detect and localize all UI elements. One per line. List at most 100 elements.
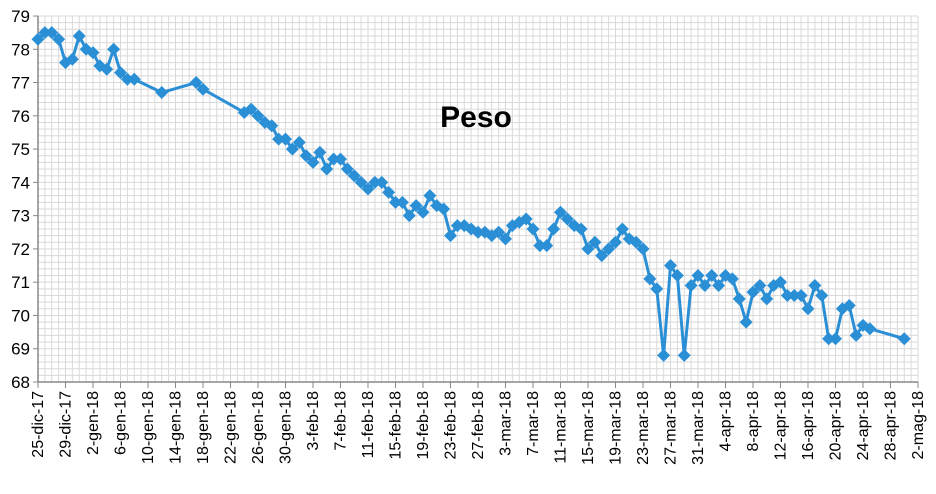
data-point	[45, 26, 59, 40]
data-point	[526, 222, 540, 236]
data-point	[547, 222, 561, 236]
data-point	[794, 288, 808, 302]
data-point	[354, 175, 368, 189]
y-tick-label: 75	[11, 140, 30, 159]
data-point	[450, 219, 464, 233]
data-point	[801, 302, 815, 316]
y-tick-label: 70	[11, 306, 30, 325]
data-point	[863, 322, 877, 336]
data-point	[299, 149, 313, 163]
data-point	[279, 132, 292, 146]
x-tick-label: 27-feb-18	[470, 391, 487, 460]
y-tick-label: 73	[11, 207, 30, 226]
chart-title: Peso	[440, 101, 512, 134]
data-point	[581, 242, 595, 256]
data-point	[114, 66, 127, 80]
x-tick-label: 31-mar-18	[690, 391, 707, 465]
y-tick-label: 74	[11, 173, 30, 192]
x-tick-label: 15-mar-18	[580, 391, 597, 465]
data-point	[120, 72, 134, 86]
data-point	[712, 279, 726, 293]
data-point	[437, 202, 451, 216]
data-point	[615, 222, 629, 236]
x-tick-label: 16-apr-18	[800, 391, 817, 460]
x-tick-label: 19-mar-18	[608, 391, 625, 465]
data-point	[753, 279, 767, 293]
x-tick-label: 29-dic-17	[58, 391, 75, 458]
data-point	[595, 249, 609, 263]
x-tick-label: 12-apr-18	[773, 391, 790, 460]
data-point	[650, 282, 664, 296]
data-point	[808, 279, 822, 293]
data-point	[423, 189, 437, 203]
data-point	[849, 328, 863, 342]
x-tick-label: 26-gen-18	[250, 391, 267, 464]
data-point	[636, 242, 650, 256]
series-peso	[31, 26, 911, 362]
data-point	[787, 288, 801, 302]
data-point	[72, 29, 86, 43]
x-tick-label: 2-mag-18	[910, 391, 927, 460]
data-point	[725, 272, 739, 286]
data-point	[100, 62, 114, 76]
data-point	[780, 288, 794, 302]
data-point	[519, 212, 533, 226]
y-tick-label: 68	[11, 373, 30, 392]
data-point	[375, 175, 389, 189]
data-point	[347, 169, 361, 183]
x-axis-ticks: 25-dic-17 29-dic-17 2-gen-18 6-gen-18 10-gen…	[30, 382, 927, 465]
data-point	[657, 348, 671, 362]
data-point	[670, 269, 684, 283]
data-point	[251, 109, 265, 123]
data-point	[65, 52, 79, 66]
data-point	[684, 279, 698, 293]
x-tick-label: 28-apr-18	[883, 391, 900, 460]
x-tick-label: 25-dic-17	[30, 391, 47, 458]
data-point	[265, 119, 279, 133]
data-point	[574, 222, 588, 236]
data-point	[292, 135, 306, 149]
data-point	[897, 332, 911, 346]
data-point	[244, 102, 258, 116]
x-tick-label: 8-apr-18	[745, 391, 762, 452]
x-tick-label: 30-gen-18	[278, 391, 295, 464]
data-point	[705, 269, 719, 283]
y-tick-label: 79	[11, 7, 30, 26]
x-tick-label: 3-mar-18	[498, 391, 515, 456]
data-point	[409, 199, 423, 213]
data-point	[842, 298, 856, 312]
grid-lines	[37, 15, 919, 383]
data-point	[31, 32, 45, 46]
data-point	[52, 32, 66, 46]
data-point	[492, 225, 506, 239]
data-point	[499, 232, 512, 246]
data-point	[306, 155, 320, 169]
data-point	[189, 76, 203, 90]
x-tick-label: 4-apr-18	[718, 391, 735, 452]
y-tick-label: 78	[11, 40, 30, 59]
data-point	[746, 285, 760, 299]
x-tick-label: 7-feb-18	[333, 391, 350, 451]
data-point	[732, 292, 746, 306]
data-point	[664, 259, 677, 273]
data-point	[313, 145, 327, 159]
data-point	[361, 182, 375, 196]
x-tick-label: 7-mar-18	[525, 391, 542, 456]
x-tick-label: 19-feb-18	[415, 391, 432, 460]
data-point	[560, 212, 574, 226]
data-point	[822, 332, 836, 346]
data-point	[602, 242, 616, 256]
data-point	[739, 315, 753, 329]
data-point	[533, 239, 547, 253]
data-point	[698, 279, 712, 293]
x-tick-label: 20-apr-18	[828, 391, 845, 460]
x-tick-label: 11-feb-18	[360, 391, 377, 458]
y-tick-label: 72	[11, 240, 30, 259]
data-point	[389, 195, 402, 209]
x-tick-label: 23-feb-18	[443, 391, 460, 460]
x-tick-label: 3-feb-18	[305, 391, 322, 451]
data-point	[609, 235, 622, 249]
x-tick-label: 6-gen-18	[113, 391, 130, 455]
x-tick-label: 2-gen-18	[85, 391, 102, 455]
